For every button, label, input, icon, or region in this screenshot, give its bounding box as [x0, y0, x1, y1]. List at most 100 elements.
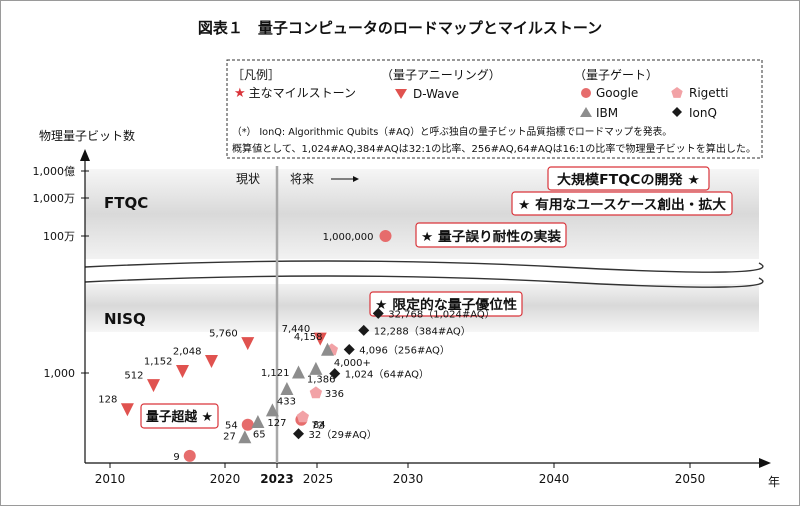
ibm-point [238, 430, 252, 444]
y-axis-arrow [80, 149, 90, 161]
now-label: 現状 [236, 172, 260, 186]
legend-rigetti-marker [671, 87, 683, 98]
x-tick-label: 2030 [393, 472, 424, 486]
dwave-point-label: 1,152 [144, 357, 173, 368]
legend-note-1: （*） IonQ: Algorithmic Qubits（#AQ）と呼ぶ独自の量… [232, 125, 672, 138]
nisq-label: NISQ [104, 310, 146, 328]
dwave-point [176, 365, 189, 379]
ibm-point-label: 4,158 [294, 332, 323, 343]
legend-ionq-label: IonQ [689, 106, 717, 120]
google-point [241, 418, 254, 431]
milestone-label: ★ 限定的な量子優位性 [375, 297, 517, 313]
legend: ［凡例］ ★ 主なマイルストーン （量子アニーリング） D-Wave （量子ゲート… [226, 59, 763, 159]
y-tick-label: 1,000万 [33, 192, 76, 205]
legend-annealing-title: （量子アニーリング） [381, 68, 501, 82]
dwave-point-label: 128 [98, 395, 117, 406]
dwave-point-label: 2,048 [173, 347, 202, 358]
dwave-point [313, 332, 327, 346]
x-tick-label: 2010 [95, 472, 126, 486]
legend-google-label: Google [596, 86, 638, 100]
google-point [183, 449, 196, 462]
ionq-point-label: 32,768（1,024#AQ） [388, 308, 495, 320]
rigetti-point [296, 410, 309, 423]
legend-note-2: 概算値として、1,024#AQ,384#AQは32:1の比率、256#AQ,64… [232, 142, 756, 155]
future-label: 将来 [290, 172, 314, 186]
milestone-usecase: ★ 有用なユースケース創出・拡大 [511, 191, 733, 216]
ionq-point [293, 428, 304, 440]
y-tick-label: 1,000 [44, 367, 76, 380]
google-point-label: 1,000,000 [323, 232, 374, 243]
y-axis-label: 物理量子ビット数 [39, 128, 135, 143]
ionq-point-label: 1,024（64#AQ） [345, 369, 429, 381]
ionq-point [358, 324, 370, 336]
milestone-label: 大規模FTQCの開発 ★ [557, 172, 700, 188]
x-axis-arrow [759, 458, 771, 468]
chart-title: 図表１ 量子コンピュータのロードマップとマイルストーン [198, 19, 602, 37]
rigetti-point-label: 336 [325, 389, 344, 400]
ibm-point-label: 1,386 [307, 374, 336, 385]
dwave-point [205, 355, 218, 369]
dwave-point [241, 337, 255, 351]
milestone-supremacy: 量子超越 ★ [140, 403, 219, 429]
dwave-point-label: 5,760 [209, 329, 238, 340]
milestone-label: 量子超越 ★ [146, 409, 213, 425]
x-tick-label: 2050 [675, 472, 706, 486]
ibm-point-label: 127 [267, 418, 286, 429]
ibm-point [251, 414, 265, 428]
ionq-point [329, 368, 341, 380]
y-ticks: 1,000億 1,000万 100万 1,000 [33, 165, 89, 380]
legend-dwave-marker [395, 89, 407, 99]
break-bottom-curve [84, 275, 764, 288]
ionq-point [372, 307, 384, 319]
x-tick-label-2023: 2023 [260, 472, 293, 486]
ionq-point [343, 344, 355, 356]
x-ticks: 2010 2020 2023 2025 2030 2040 2050 [95, 463, 706, 486]
x-tick-label: 2020 [210, 472, 241, 486]
x-tick-label: 2025 [303, 472, 334, 486]
milestone-label: ★ 量子誤り耐性の実装 [421, 229, 561, 245]
ibm-point-label: 433 [277, 397, 296, 408]
milestone-large-ftqc: 大規模FTQCの開発 ★ [547, 166, 710, 191]
dwave-point-label: 7,440 [282, 324, 311, 335]
y-tick-label: 100万 [43, 230, 75, 243]
google-point [379, 230, 392, 242]
x-axis-label: 年 [768, 475, 780, 489]
dwave-point [120, 403, 134, 417]
break-top-curve [84, 260, 764, 273]
dwave-point [147, 379, 160, 393]
ibm-point-label: 1,121 [261, 368, 290, 379]
rigetti-point [309, 386, 323, 399]
ibm-point [292, 365, 305, 379]
google-point-label: 9 [173, 452, 179, 463]
legend-ionq-marker [672, 107, 682, 117]
ibm-point [265, 403, 279, 417]
rigetti-point-label: 84 [313, 420, 326, 431]
google-point-label: 72 [311, 421, 324, 432]
legend-ibm-marker [580, 107, 592, 117]
future-arrow-head [353, 176, 359, 182]
ionq-point-label: 12,288（384#AQ） [374, 325, 471, 337]
dwave-point-label: 512 [124, 371, 143, 382]
legend-dwave-label: D-Wave [413, 87, 459, 101]
x-tick-label: 2040 [539, 472, 570, 486]
ftqc-label: FTQC [104, 194, 148, 212]
legend-milestone-label: 主なマイルストーン [249, 86, 356, 100]
ibm-point-label: 65 [253, 429, 266, 440]
ionq-point-label: 4,096（256#AQ） [359, 345, 450, 357]
legend-google-marker [581, 88, 591, 98]
ibm-point [321, 342, 334, 356]
legend-ibm-label: IBM [596, 106, 618, 120]
milestone-quantum-advantage: ★ 限定的な量子優位性 [369, 291, 523, 317]
ibm-point-label: 27 [223, 432, 236, 443]
y-tick-label: 1,000億 [33, 165, 76, 178]
legend-box [226, 59, 763, 159]
rigetti-point-label: 4,000+ [334, 358, 371, 369]
google-point-label: 54 [225, 421, 238, 432]
legend-milestone: ★ 主なマイルストーン [234, 86, 356, 101]
legend-title: ［凡例］ [232, 68, 280, 82]
milestone-error-tolerance: ★ 量子誤り耐性の実装 [415, 222, 567, 248]
milestone-label: ★ 有用なユースケース創出・拡大 [518, 197, 726, 213]
